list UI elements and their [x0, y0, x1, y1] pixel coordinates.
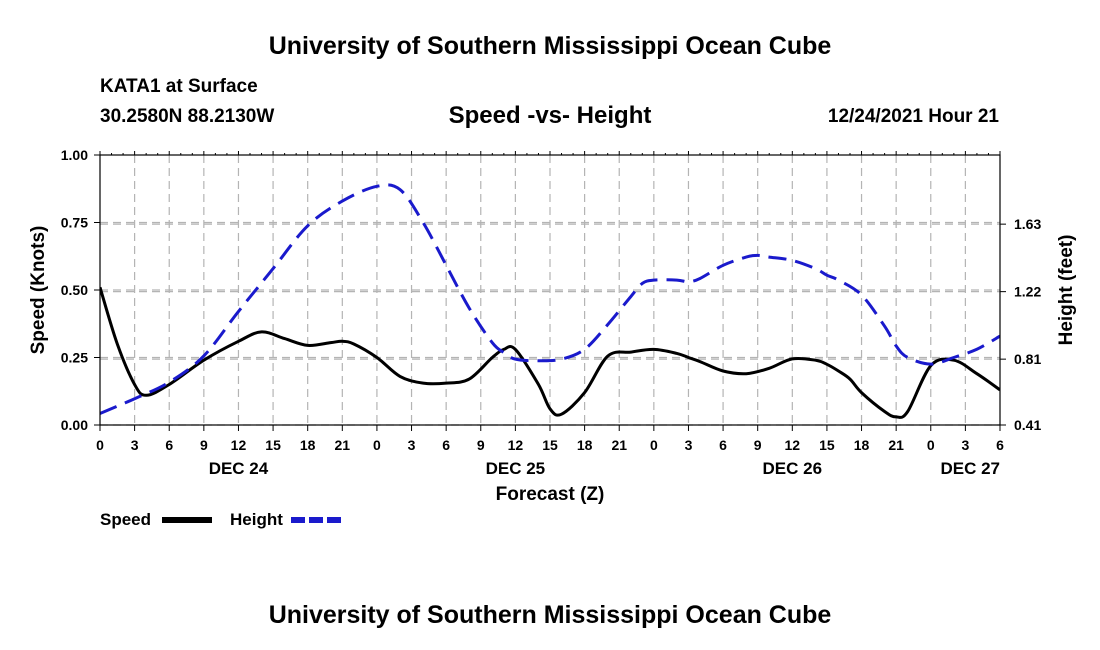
height-series-line — [100, 183, 1000, 415]
x-tick-label: 15 — [542, 437, 558, 453]
x-tick-label: 12 — [231, 437, 247, 453]
main-title: University of Southern Mississippi Ocean… — [268, 32, 832, 60]
x-tick-label: 3 — [685, 437, 693, 453]
x-tick-label: 9 — [477, 437, 485, 453]
day-label: DEC 24 — [209, 459, 269, 478]
x-tick-label: 21 — [888, 437, 904, 453]
x-tick-label: 6 — [996, 437, 1004, 453]
x-tick-label: 12 — [785, 437, 801, 453]
y-tick-label: 0.50 — [61, 282, 88, 298]
x-tick-label: 15 — [265, 437, 281, 453]
legend-height-label: Height — [230, 510, 283, 529]
x-tick-label: 3 — [408, 437, 416, 453]
chart-subtitle: Speed -vs- Height — [448, 102, 652, 129]
y2-tick-label: 1.63 — [1014, 216, 1041, 232]
datetime-label: 12/24/2021 Hour 21 — [827, 106, 999, 127]
x-tick-label: 18 — [577, 437, 593, 453]
x-tick-label: 0 — [927, 437, 935, 453]
x-tick-label: 3 — [131, 437, 139, 453]
day-label: DEC 26 — [763, 459, 823, 478]
y2-axis-title: Height (feet) — [1056, 235, 1077, 346]
x-tick-label: 6 — [165, 437, 173, 453]
footer-title: University of Southern Mississippi Ocean… — [268, 601, 832, 629]
y2-tick-label: 1.22 — [1014, 284, 1041, 300]
location-label: 30.2580N 88.2130W — [100, 106, 275, 127]
y-tick-label: 0.25 — [61, 350, 88, 366]
x-tick-label: 0 — [650, 437, 658, 453]
station-label: KATA1 at Surface — [100, 76, 258, 97]
y2-tick-label: 0.41 — [1014, 417, 1041, 433]
x-tick-label: 0 — [373, 437, 381, 453]
x-tick-label: 9 — [754, 437, 762, 453]
x-tick-label: 9 — [200, 437, 208, 453]
day-label: DEC 25 — [486, 459, 546, 478]
x-tick-label: 12 — [508, 437, 524, 453]
x-tick-label: 3 — [961, 437, 969, 453]
x-tick-label: 0 — [96, 437, 104, 453]
legend-speed-label: Speed — [100, 510, 151, 529]
day-label: DEC 27 — [940, 459, 1000, 478]
x-tick-label: 21 — [611, 437, 627, 453]
y-axis-title: Speed (Knots) — [28, 226, 49, 355]
x-tick-label: 18 — [854, 437, 870, 453]
x-axis-title: Forecast (Z) — [496, 484, 605, 505]
y-tick-label: 1.00 — [61, 147, 88, 163]
x-tick-label: 6 — [442, 437, 450, 453]
x-tick-label: 18 — [300, 437, 316, 453]
y2-tick-label: 0.81 — [1014, 351, 1041, 367]
x-tick-label: 6 — [719, 437, 727, 453]
x-tick-label: 21 — [335, 437, 351, 453]
x-tick-label: 15 — [819, 437, 835, 453]
y-tick-label: 0.75 — [61, 215, 88, 231]
speed-series-line — [100, 286, 1000, 419]
speed-height-chart: 0 3 6 9 12 15 18 21 0 3 6 9 12 15 18 21 0 3 6 9 12 15 18 21 0 3 60… — [28, 147, 1077, 529]
y-tick-label: 0.00 — [61, 417, 88, 433]
